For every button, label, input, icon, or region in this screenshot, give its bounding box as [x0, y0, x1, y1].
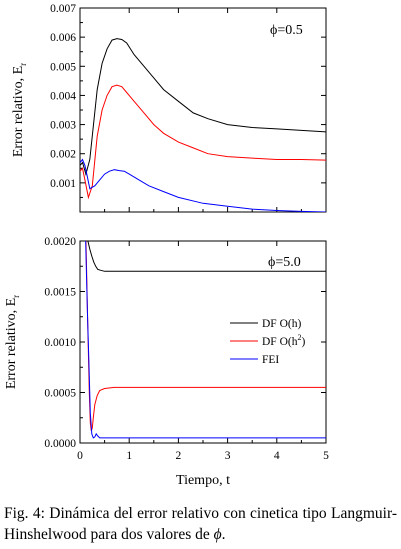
x-tick-label: 1 [126, 450, 132, 462]
y-tick-labels-bottom: 0.0000 0.0005 0.0010 0.0015 0.0020 [44, 236, 76, 450]
series-line [85, 241, 326, 439]
x-tick-label: 0 [77, 450, 83, 462]
legend-label-fei: FEI [262, 354, 279, 366]
x-axis-label: Tiempo, t [176, 473, 230, 488]
series-line [80, 158, 326, 212]
y-tick-label: 0.005 [50, 61, 76, 73]
series-top [80, 38, 326, 212]
legend-label-df-oh2: DF O(h2) [262, 333, 305, 348]
legend-label-df-oh2-sup: 2 [297, 333, 301, 342]
figure: 0.001 0.002 0.003 0.004 0.005 0.006 0.007 ϕ=0.… [4, 3, 329, 488]
y-axis-label-bottom-sub: r [11, 295, 21, 298]
y-tick-label: 0.0000 [44, 438, 76, 450]
series-line [85, 241, 326, 432]
y-axis-label-top-sub: r [18, 63, 28, 66]
x-tick-labels-bottom: 0 1 2 3 4 5 [77, 450, 329, 462]
x-tick-label: 3 [225, 450, 231, 462]
y-tick-label: 0.0015 [44, 287, 76, 299]
ticks-bottom [79, 240, 327, 444]
legend-label-df-oh: DF O(h) [262, 318, 301, 330]
caption-symbol: ϕ [213, 526, 222, 543]
y-tick-label: 0.004 [50, 90, 76, 102]
y-tick-label: 0.0020 [44, 236, 76, 248]
series-bottom [85, 241, 326, 439]
y-tick-label: 0.0005 [44, 388, 76, 400]
y-tick-label: 0.0010 [44, 337, 76, 349]
legend-label-df-oh2-main: DF O(h [262, 336, 298, 348]
chart-bottom: 0.0000 0.0005 0.0010 0.0015 0.0020 0 1 2 3 4 5 ϕ=… [4, 236, 329, 488]
y-tick-label: 0.001 [50, 178, 76, 190]
legend-label-df-oh2-tail: ) [301, 336, 305, 348]
ticks-top [79, 7, 327, 212]
x-tick-label: 4 [274, 450, 280, 462]
annotation-bottom: ϕ=5.0 [268, 255, 301, 270]
x-tick-label: 5 [323, 450, 329, 462]
y-tick-label: 0.002 [50, 149, 76, 161]
legend: DF O(h) DF O(h2) FEI [230, 318, 305, 366]
y-axis-label-bottom: Error relativo, Er [4, 295, 21, 389]
x-tick-label: 2 [176, 450, 182, 462]
caption-end: . [221, 526, 226, 543]
caption-text: Dinámica del error relativo con cinetica… [4, 505, 397, 543]
y-tick-label: 0.003 [50, 120, 76, 132]
figure-caption: Fig. 4: Dinámica del error relativo con … [4, 503, 397, 545]
y-tick-label: 0.006 [50, 32, 76, 44]
y-axis-label-top-main: Error relativo, E [11, 66, 26, 157]
y-axis-label-bottom-main: Error relativo, E [4, 298, 19, 389]
series-line [87, 241, 326, 272]
chart-top: 0.001 0.002 0.003 0.004 0.005 0.006 0.007 ϕ=0.… [11, 3, 327, 213]
y-tick-label: 0.007 [50, 3, 76, 15]
annotation-top: ϕ=0.5 [270, 23, 303, 38]
y-axis-label-top: Error relativo, Er [11, 63, 28, 157]
caption-label: Fig. 4: [4, 505, 45, 522]
y-tick-labels-top: 0.001 0.002 0.003 0.004 0.005 0.006 0.007 [50, 3, 76, 190]
series-line [80, 84, 326, 200]
series-line [80, 38, 326, 176]
